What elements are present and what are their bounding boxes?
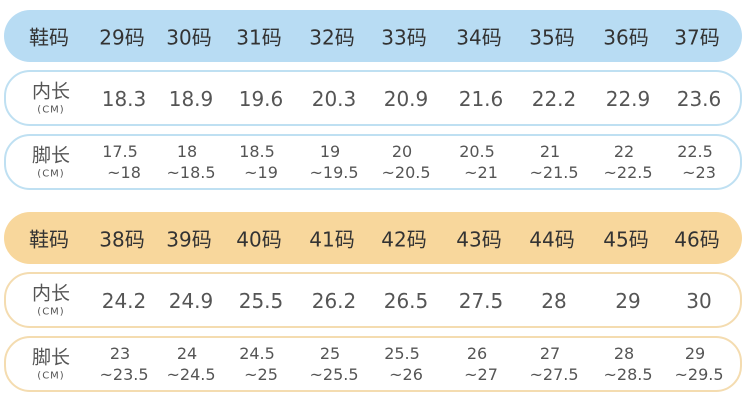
size-label: 43码	[456, 227, 502, 252]
foot-length-to: ~23	[682, 163, 716, 182]
inner-length: 22.9	[605, 87, 651, 111]
inner-length: 27.5	[458, 289, 504, 313]
row-label: 内长	[31, 282, 71, 305]
header-row: 鞋码 29码 30码 31码 32码 33码 34码 35码 36码 37码	[4, 10, 742, 62]
size-label: 40码	[236, 227, 282, 252]
size-label: 35码	[529, 25, 575, 50]
foot-length-to: ~27.5	[529, 365, 579, 384]
size-label: 46码	[674, 227, 720, 252]
foot-length-to: ~29.5	[674, 365, 724, 384]
size-label: 33码	[381, 25, 427, 50]
foot-length-from: 27	[539, 344, 561, 363]
foot-length-to: ~20.5	[381, 163, 431, 182]
foot-length-to: ~25	[244, 365, 278, 384]
foot-length-to: ~18.5	[166, 163, 216, 182]
size-label: 42码	[381, 227, 427, 252]
size-label: 44码	[529, 227, 575, 252]
size-label: 38码	[99, 227, 145, 252]
size-label: 39码	[166, 227, 212, 252]
foot-length-to: ~22.5	[603, 163, 653, 182]
foot-length-from: 18	[176, 142, 198, 161]
foot-length-to: ~27	[464, 365, 498, 384]
row-unit: (CM)	[37, 306, 65, 318]
foot-length-to: ~23.5	[99, 365, 149, 384]
inner-length: 24.9	[168, 289, 214, 313]
inner-length: 18.3	[101, 87, 147, 111]
inner-length: 26.5	[383, 289, 429, 313]
size-label: 36码	[603, 25, 649, 50]
inner-length: 24.2	[101, 289, 147, 313]
foot-length-from: 24.5	[239, 344, 275, 363]
foot-length-from: 17.5	[102, 142, 138, 161]
header-row: 鞋码 38码 39码 40码 41码 42码 43码 44码 45码 46码	[4, 212, 742, 264]
foot-length-to: ~19.5	[309, 163, 359, 182]
foot-length-to: ~21.5	[529, 163, 579, 182]
row-label: 脚长	[31, 346, 71, 369]
inner-length: 20.9	[383, 87, 429, 111]
row-unit: (CM)	[37, 370, 65, 382]
foot-length-from: 25	[319, 344, 341, 363]
foot-length-to: ~24.5	[166, 365, 216, 384]
size-label: 31码	[236, 25, 282, 50]
foot-length-to: ~26	[389, 365, 423, 384]
size-label: 34码	[456, 25, 502, 50]
header-label: 鞋码	[29, 227, 69, 252]
foot-length-from: 26	[466, 344, 488, 363]
foot-length-from: 21	[539, 142, 561, 161]
foot-length-from: 22.5	[677, 142, 713, 161]
row-unit: (CM)	[37, 104, 65, 116]
inner-length: 28	[541, 289, 567, 313]
row-unit: (CM)	[37, 168, 65, 180]
inner-length: 25.5	[238, 289, 284, 313]
inner-length: 19.6	[238, 87, 284, 111]
size-label: 45码	[603, 227, 649, 252]
inner-length: 20.3	[311, 87, 357, 111]
inner-length-row: 内长 (CM) 24.2 24.9 25.5 26.2 26.5 27.5 28 29 30	[4, 272, 742, 328]
size-label: 30码	[166, 25, 212, 50]
inner-length: 29	[615, 289, 641, 313]
foot-length-from: 28	[613, 344, 635, 363]
foot-length-from: 18.5	[239, 142, 275, 161]
size-label: 32码	[309, 25, 355, 50]
foot-length-from: 23	[109, 344, 131, 363]
row-label: 脚长	[31, 144, 71, 167]
size-label: 29码	[99, 25, 145, 50]
inner-length: 18.9	[168, 87, 214, 111]
inner-length: 23.6	[676, 87, 722, 111]
inner-length: 21.6	[458, 87, 504, 111]
size-label: 37码	[674, 25, 720, 50]
inner-length: 22.2	[531, 87, 577, 111]
inner-length-row: 内长 (CM) 18.3 18.9 19.6 20.3 20.9 21.6 22.2 22.9 23…	[4, 70, 742, 126]
foot-length-from: 25.5	[384, 344, 420, 363]
foot-length-from: 20	[391, 142, 413, 161]
inner-length: 30	[686, 289, 712, 313]
foot-length-to: ~28.5	[603, 365, 653, 384]
foot-length-to: ~21	[464, 163, 498, 182]
foot-length-from: 20.5	[459, 142, 495, 161]
foot-length-row: 脚长 (CM) 17.5 ~18 18 ~18.5 18.5 ~19 19 ~19.5 20 ~20.…	[4, 134, 742, 190]
foot-length-from: 24	[176, 344, 198, 363]
foot-length-from: 19	[319, 142, 341, 161]
inner-length: 26.2	[311, 289, 357, 313]
foot-length-from: 29	[684, 344, 706, 363]
foot-length-from: 22	[613, 142, 635, 161]
foot-length-to: ~18	[107, 163, 141, 182]
size-label: 41码	[309, 227, 355, 252]
foot-length-to: ~19	[244, 163, 278, 182]
foot-length-to: ~25.5	[309, 365, 359, 384]
header-label: 鞋码	[29, 25, 69, 50]
row-label: 内长	[31, 80, 71, 103]
foot-length-row: 脚长 (CM) 23 ~23.5 24 ~24.5 24.5 ~25 25 ~25.5 25.5 ~2…	[4, 336, 742, 392]
